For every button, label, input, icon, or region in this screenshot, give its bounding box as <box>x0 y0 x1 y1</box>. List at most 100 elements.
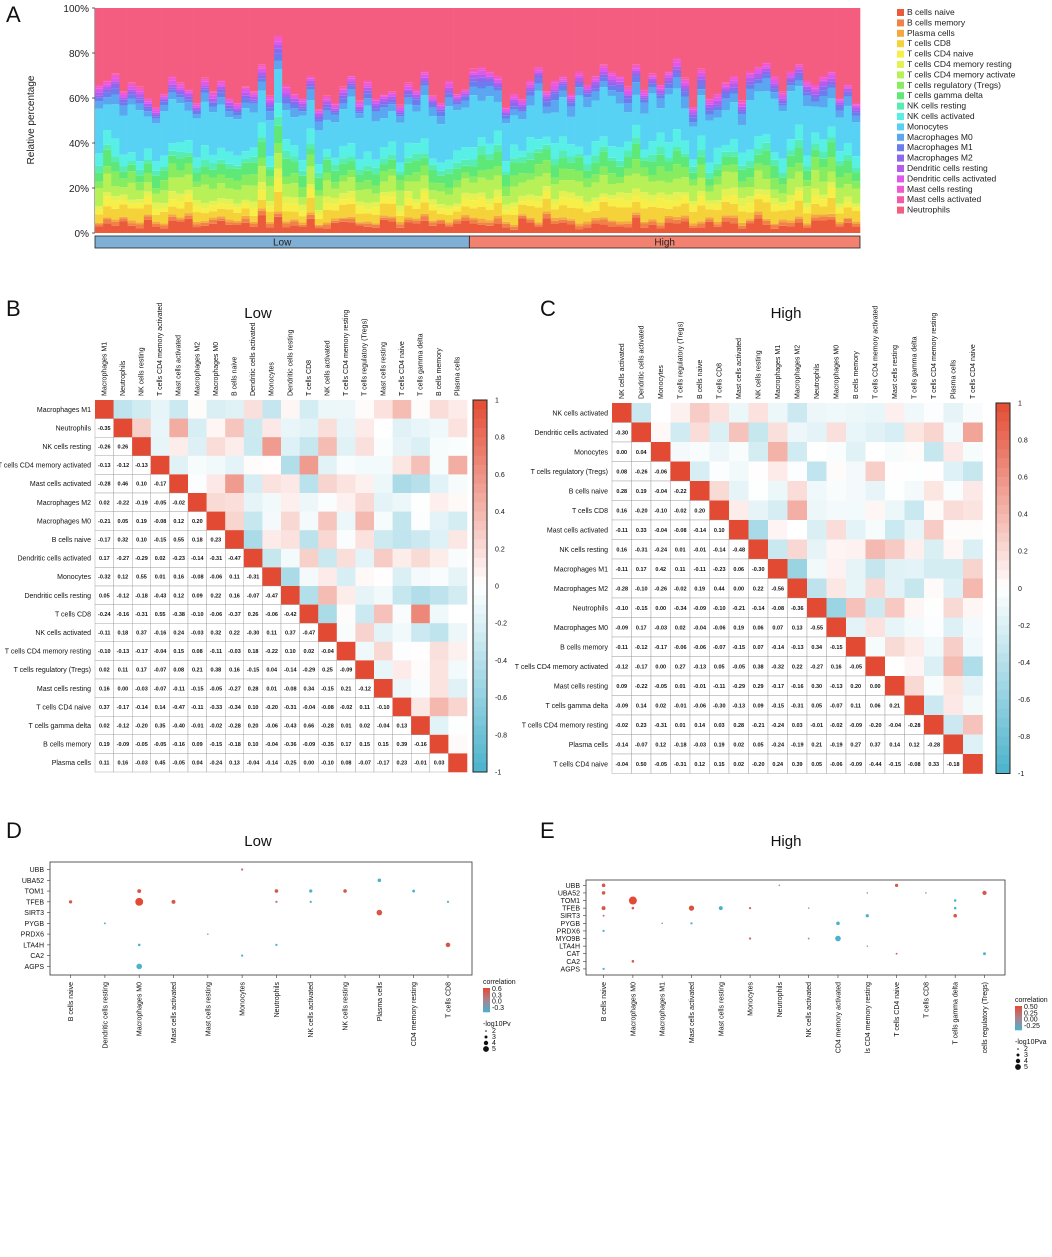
heatmap-cell-value: -0.26 <box>98 445 111 451</box>
bar-segment <box>371 121 381 160</box>
bar-segment <box>729 215 739 218</box>
colorbar-tick-label: 0.8 <box>495 435 505 442</box>
row-label: T cells CD4 naive <box>36 704 91 711</box>
bar-segment <box>680 156 690 168</box>
bar-segment <box>355 111 364 114</box>
bar-segment <box>705 221 714 233</box>
heatmap-cell <box>963 442 983 462</box>
bar-segment <box>567 169 576 181</box>
bar-segment <box>689 112 698 115</box>
bar-segment <box>396 108 405 111</box>
column-label: B cells memory <box>853 351 860 399</box>
bar-stack <box>217 8 226 233</box>
bar-segment <box>184 90 193 93</box>
bar-stack <box>697 8 706 233</box>
bar-segment <box>200 77 210 80</box>
dot-point <box>136 963 143 970</box>
bar-segment <box>534 226 543 233</box>
bar-segment <box>851 223 861 227</box>
heatmap-cell <box>206 400 226 419</box>
bar-segment <box>599 71 609 75</box>
bar-segment <box>803 92 812 96</box>
bar-segment <box>558 75 568 78</box>
bar-segment <box>339 109 348 146</box>
heatmap-cell-value: 0.06 <box>733 567 744 573</box>
bar-segment <box>607 173 617 185</box>
bar-segment <box>567 162 576 170</box>
heatmap-cell-value: -0.03 <box>191 631 204 637</box>
heatmap-cell <box>963 422 983 443</box>
bar-segment <box>632 68 641 71</box>
bar-segment <box>379 181 389 193</box>
bar-segment <box>339 88 348 90</box>
bar-segment <box>355 206 364 214</box>
row-label: B cells naive <box>52 537 91 544</box>
bar-segment <box>583 91 592 94</box>
heatmap-cell <box>729 422 749 443</box>
bar-stack <box>428 8 438 233</box>
bar-segment <box>623 193 633 201</box>
colorbar-tick-label: 0.8 <box>1018 438 1028 445</box>
legend-size-title: -log10Pva <box>1015 1039 1047 1046</box>
bar-segment <box>257 75 267 79</box>
bar-segment <box>363 165 373 171</box>
group-label-low: Low <box>273 238 292 249</box>
bar-segment <box>461 172 470 179</box>
bar-segment <box>656 146 665 155</box>
heatmap-cell <box>826 442 847 462</box>
heatmap-cell-value: -0.19 <box>830 742 843 748</box>
bar-segment <box>453 180 462 188</box>
bar-segment <box>282 211 291 222</box>
bar-segment <box>493 87 503 91</box>
heatmap-cell-value: 0.22 <box>792 664 803 670</box>
heatmap-cell-value: 0.18 <box>248 649 259 655</box>
heatmap-cell-value: 0.34 <box>304 686 316 692</box>
bar-segment <box>550 89 560 92</box>
bar-segment <box>501 115 511 119</box>
bar-segment <box>623 223 633 228</box>
heatmap-cell-value: -0.29 <box>135 556 148 562</box>
bar-segment <box>379 196 389 204</box>
heatmap-cell <box>411 641 431 661</box>
bar-segment <box>436 105 446 109</box>
bar-segment <box>851 221 861 224</box>
bar-segment <box>558 205 568 218</box>
legend-colorbar-segment <box>1015 1026 1022 1029</box>
bar-segment <box>257 190 267 200</box>
bar-segment <box>754 218 763 233</box>
legend-color-title: correlation <box>1015 997 1048 1004</box>
bar-segment <box>396 180 405 191</box>
heatmap-cell-value: -0.07 <box>830 703 843 709</box>
heatmap-cell <box>865 637 886 657</box>
bar-segment <box>835 203 845 208</box>
bar-segment <box>607 8 617 71</box>
bar-segment <box>322 101 332 105</box>
bar-segment <box>168 155 177 164</box>
bar-segment <box>151 118 161 124</box>
bar-segment <box>461 198 470 207</box>
heatmap-cell-value: -0.06 <box>693 703 706 709</box>
column-label: T cells regulatory (Tregs) <box>362 319 369 396</box>
bar-segment <box>558 97 568 137</box>
bar-segment <box>721 221 731 233</box>
bar-segment <box>290 145 299 157</box>
bar-segment <box>298 170 307 176</box>
bar-segment <box>306 75 316 78</box>
heatmap-cell-value: 0.02 <box>733 742 744 748</box>
bar-segment <box>225 111 234 118</box>
bar-segment <box>469 223 478 233</box>
heatmap-cell <box>709 500 730 521</box>
bar-segment <box>542 94 552 97</box>
bar-segment <box>721 110 731 145</box>
column-label: Plasma cells <box>455 356 462 396</box>
bar-segment <box>314 224 324 227</box>
bar-segment <box>558 158 568 169</box>
bar-segment <box>208 188 218 202</box>
bar-segment <box>623 227 633 233</box>
colorbar-segment <box>473 567 487 577</box>
bar-segment <box>770 75 779 78</box>
heatmap-cell <box>299 586 319 605</box>
bar-segment <box>656 98 665 109</box>
bar-segment <box>811 149 820 158</box>
